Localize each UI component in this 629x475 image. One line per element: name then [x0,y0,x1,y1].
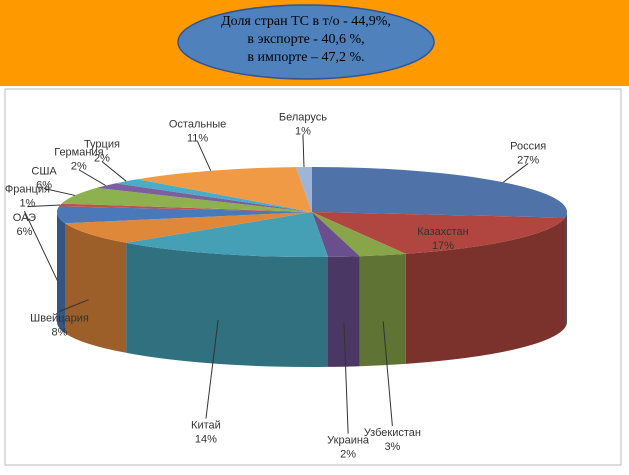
value-label: 8% [52,326,68,338]
slice [56,206,312,224]
leader-line [101,161,127,182]
category-label: Китай [191,420,221,432]
slice [312,212,360,257]
leader-line [23,210,58,282]
slice [65,212,312,243]
value-label: 1% [295,126,311,138]
slice [137,167,312,212]
value-label: 2% [340,449,356,461]
slice [312,212,565,254]
slice-side [359,253,406,367]
title-line: Доля стран ТС в т/о - 44,9%, [221,14,391,29]
data-label: Украина 2% [327,435,370,461]
slice [126,212,329,257]
data-label: Германия 2% [54,147,103,173]
category-label: Узбекистан [364,427,421,439]
leader-line [205,319,219,419]
slice-side [405,217,565,364]
data-label: Россия 27% [510,140,546,166]
value-label: 17% [432,240,454,252]
slice-side [564,212,567,328]
slice-side [328,256,360,367]
data-label: Китай 14% [191,420,221,446]
leader-line [502,163,529,183]
category-label: ОАЭ [13,212,36,224]
value-label: 1% [19,198,35,210]
leader-line [343,322,349,434]
value-label: 6% [16,226,32,238]
value-label: 14% [195,434,217,446]
category-label: Беларусь [279,112,327,124]
data-label: Остальные 11% [169,119,226,145]
category-label: США [31,166,57,178]
leader-line [197,141,212,171]
value-label: 2% [71,161,87,173]
title-line: в экспорте - 40,6 %, [247,32,364,47]
leader-line [302,134,305,168]
slice [115,179,312,212]
slice [96,183,312,212]
data-label: Казахстан 17% [417,226,469,252]
value-label: 6% [36,180,52,192]
leader-line [27,204,61,208]
value-label: 2% [94,152,110,164]
category-label: Швейцария [30,312,89,324]
data-label: США 6% [31,166,57,192]
data-label: Беларусь 1% [279,112,327,138]
slice [61,187,312,212]
category-label: Украина [327,435,370,447]
slice-side [65,223,127,353]
data-label: Узбекистан 3% [364,427,421,453]
slice-side [126,242,329,367]
value-label: 27% [517,154,539,166]
category-label: Россия [510,140,546,152]
slice [295,167,312,212]
slice [312,212,406,257]
data-label: Франция 1% [5,184,50,210]
category-label: Турция [84,138,120,150]
category-label: Казахстан [417,226,469,238]
pie: Россия 27% Казахстан 17% Узбекистан 3% Украина… [5,112,567,461]
data-label: ОАЭ 6% [13,212,36,238]
category-label: Германия [54,147,103,159]
category-label: Остальные [169,119,226,131]
leader-line [78,169,106,186]
value-label: 11% [187,133,208,145]
leader-line [382,321,393,427]
title-line: в импорте – 47,2 %. [247,50,364,65]
title-ellipse [177,4,435,80]
data-label: Швейцария 8% [30,312,89,338]
slice [59,203,313,212]
slice [312,167,567,218]
slice-side [57,212,66,334]
data-label: Турция 2% [84,138,120,164]
value-label: 3% [384,441,400,453]
category-label: Франция [5,184,50,196]
leader-line [43,188,76,196]
leader-line [59,299,89,312]
